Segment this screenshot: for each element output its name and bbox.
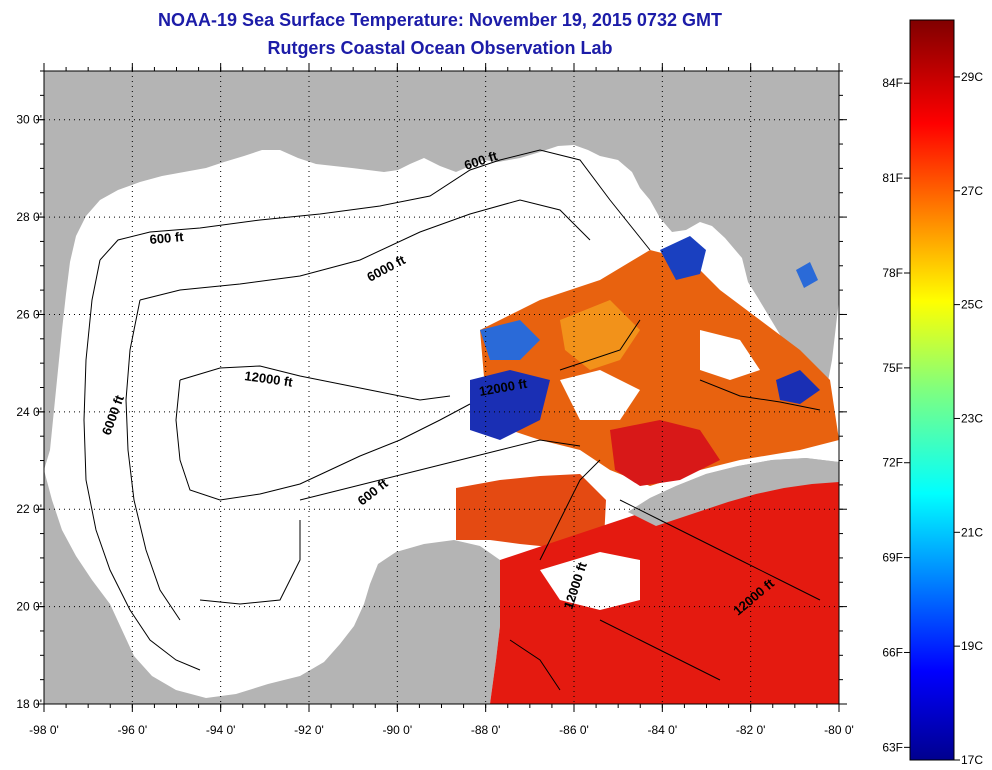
lon-tick-label: -92 0' bbox=[294, 723, 324, 737]
map-title: NOAA-19 Sea Surface Temperature: Novembe… bbox=[158, 10, 722, 30]
lat-tick-label: 26 0' bbox=[16, 307, 42, 321]
lat-tick-label: 18 0' bbox=[16, 697, 42, 711]
bathymetry-contours bbox=[83, 149, 821, 691]
lon-tick-label: -98 0' bbox=[29, 723, 59, 737]
sst-satellite-data bbox=[456, 236, 839, 704]
colorbar-c-label: 29C bbox=[961, 70, 983, 84]
lat-tick-label: 30 0' bbox=[16, 113, 42, 127]
axis-ticks bbox=[36, 63, 847, 712]
map-subtitle: Rutgers Coastal Ocean Observation Lab bbox=[267, 38, 613, 58]
colorbar-gradient bbox=[909, 19, 955, 761]
lon-tick-label: -84 0' bbox=[648, 723, 678, 737]
land-usa bbox=[44, 71, 839, 470]
colorbar-f-label: 84F bbox=[882, 76, 903, 90]
lat-tick-label: 20 0' bbox=[16, 600, 42, 614]
land-cuba-overlay bbox=[628, 458, 839, 526]
graticule bbox=[44, 71, 839, 704]
colorbar-c-label: 25C bbox=[961, 298, 983, 312]
temperature-colorbar: 63F 66F 69F 72F 75F 78F 81F 84F 17C 19C 21C 23C 25C… bbox=[882, 19, 983, 767]
land-mexico bbox=[44, 470, 504, 704]
colorbar-f-label: 72F bbox=[882, 456, 903, 470]
colorbar-f-label: 78F bbox=[882, 266, 903, 280]
lon-tick-label: -96 0' bbox=[118, 723, 148, 737]
lon-tick-label: -80 0' bbox=[824, 723, 854, 737]
colorbar-c-label: 19C bbox=[961, 639, 983, 653]
colorbar-f-label: 75F bbox=[882, 361, 903, 375]
lon-tick-label: -86 0' bbox=[559, 723, 589, 737]
lat-tick-label: 24 0' bbox=[16, 405, 42, 419]
latitude-tick-labels: 18 0' 20 0' 22 0' 24 0' 26 0' 28 0' 30 0' bbox=[16, 113, 42, 711]
contour-label: 600 ft bbox=[149, 229, 185, 247]
colorbar-c-label: 17C bbox=[961, 753, 983, 767]
lat-tick-label: 22 0' bbox=[16, 502, 42, 516]
colorbar-c-label: 27C bbox=[961, 184, 983, 198]
lat-tick-label: 28 0' bbox=[16, 210, 42, 224]
lon-tick-label: -82 0' bbox=[736, 723, 766, 737]
colorbar-f-label: 69F bbox=[882, 551, 903, 565]
longitude-tick-labels: -98 0' -96 0' -94 0' -92 0' -90 0' -88 0' -86 … bbox=[29, 723, 854, 737]
lon-tick-label: -88 0' bbox=[471, 723, 501, 737]
lon-tick-label: -94 0' bbox=[206, 723, 236, 737]
colorbar-f-label: 63F bbox=[882, 740, 903, 754]
colorbar-f-label: 66F bbox=[882, 645, 903, 659]
lon-tick-label: -90 0' bbox=[383, 723, 413, 737]
colorbar-f-label: 81F bbox=[882, 171, 903, 185]
colorbar-c-label: 23C bbox=[961, 411, 983, 425]
colorbar-c-label: 21C bbox=[961, 525, 983, 539]
contour-label: 12000 ft bbox=[244, 368, 295, 390]
